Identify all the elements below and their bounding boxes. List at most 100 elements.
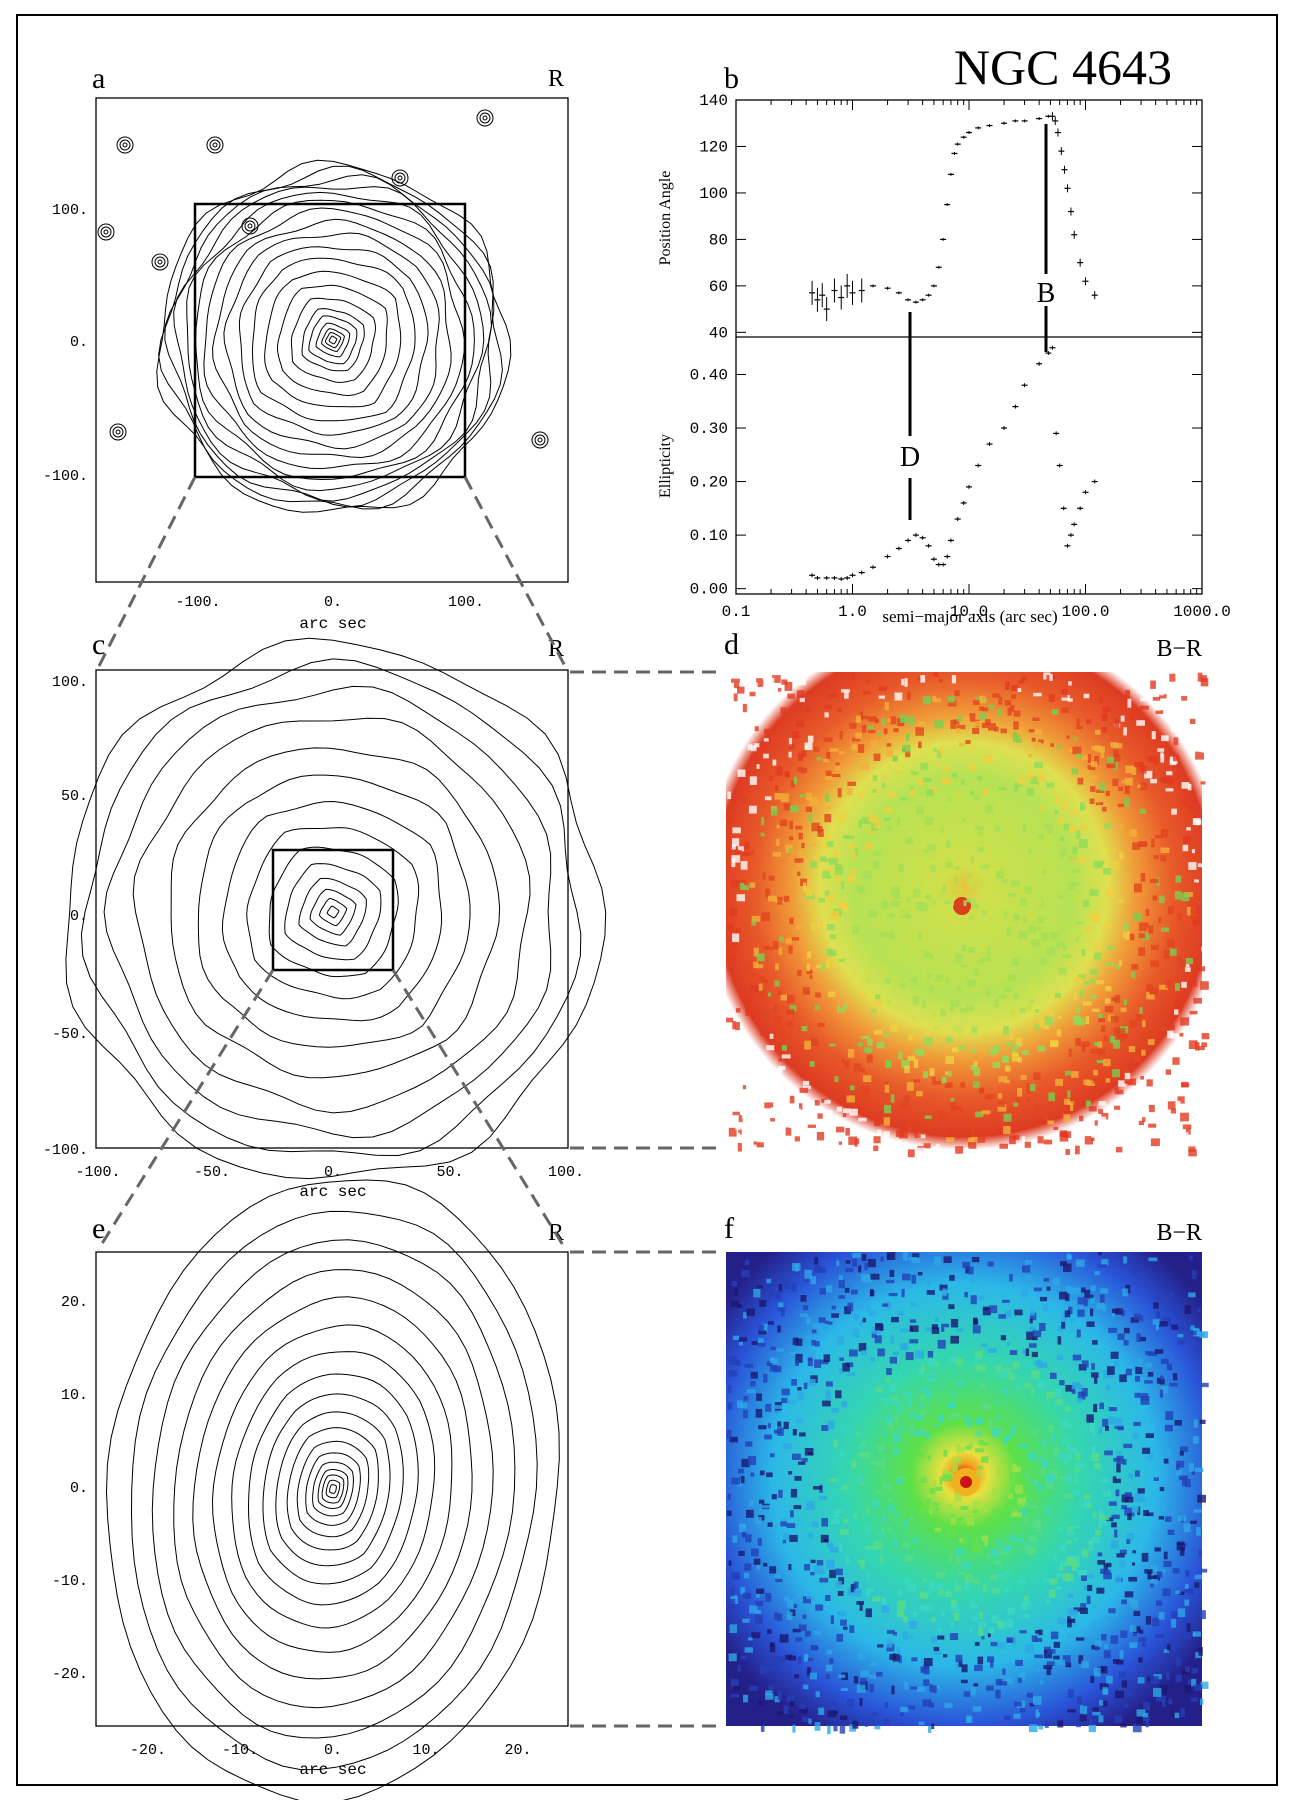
speckle <box>972 1537 978 1543</box>
speckle <box>1039 1323 1046 1332</box>
speckle <box>835 1568 843 1576</box>
speckle <box>813 1486 822 1490</box>
speckle <box>775 1578 783 1583</box>
speckle <box>973 1067 980 1077</box>
speckle <box>954 1493 962 1502</box>
speckle <box>844 1287 850 1293</box>
speckle <box>848 844 855 849</box>
speckle <box>738 1127 742 1135</box>
speckle <box>1029 1318 1033 1324</box>
speckle <box>781 1054 791 1059</box>
panel-e-contours <box>105 1179 560 1800</box>
speckle <box>1033 692 1042 697</box>
speckle <box>1124 1492 1132 1499</box>
speckle <box>889 845 898 853</box>
speckle <box>933 1361 939 1367</box>
speckle <box>758 1330 767 1335</box>
speckle <box>1062 954 1071 958</box>
speckle <box>826 833 831 839</box>
speckle <box>1139 1093 1145 1102</box>
speckle <box>1147 1571 1152 1580</box>
speckle <box>1185 958 1193 964</box>
speckle <box>1038 916 1044 924</box>
speckle <box>940 827 944 833</box>
speckle <box>850 1085 855 1091</box>
speckle <box>796 690 805 699</box>
speckle <box>1195 1467 1204 1472</box>
speckle <box>1049 1589 1056 1598</box>
speckle <box>1147 1371 1154 1377</box>
speckle <box>815 1604 824 1611</box>
speckle <box>872 1500 881 1508</box>
contoursA-contour <box>308 315 358 365</box>
speckle <box>801 1025 808 1032</box>
speckle <box>964 1147 969 1151</box>
speckle <box>967 979 976 987</box>
speckle <box>1105 998 1111 1004</box>
speckle <box>826 1559 835 1564</box>
speckle <box>999 1277 1003 1282</box>
speckle <box>1090 1675 1095 1684</box>
speckle <box>1076 718 1080 727</box>
speckle <box>1011 958 1020 966</box>
speckle <box>814 1264 822 1273</box>
speckle <box>853 1581 859 1589</box>
speckle <box>1159 694 1167 699</box>
speckle <box>891 1316 899 1323</box>
speckle <box>747 1145 754 1154</box>
speckle <box>998 1681 1008 1686</box>
speckle <box>1167 1644 1171 1651</box>
speckle <box>1046 1474 1056 1482</box>
speckle <box>907 1149 915 1158</box>
speckle <box>825 684 830 689</box>
speckle <box>874 1335 882 1344</box>
speckle <box>810 842 816 847</box>
speckle <box>811 822 820 832</box>
speckle <box>877 1348 885 1357</box>
speckle <box>827 1110 833 1119</box>
speckle <box>1164 1424 1173 1432</box>
speckle <box>1113 1659 1120 1664</box>
speckle <box>933 1479 937 1488</box>
speckle <box>797 679 807 686</box>
speckle <box>974 1364 983 1371</box>
speckle <box>897 1600 906 1610</box>
speckle <box>727 1402 733 1410</box>
speckle <box>825 1595 831 1601</box>
speckle <box>817 1113 823 1119</box>
speckle <box>942 766 950 772</box>
speckle <box>1184 1305 1191 1314</box>
speckle <box>837 1610 846 1617</box>
speckle <box>746 1389 756 1394</box>
speckle <box>959 1028 964 1034</box>
speckle <box>754 743 760 748</box>
speckle <box>1075 1145 1080 1155</box>
speckle <box>1121 779 1130 784</box>
speckle <box>1108 890 1115 898</box>
speckle <box>1036 1485 1043 1491</box>
speckle <box>1081 1360 1089 1368</box>
speckle <box>906 1705 916 1710</box>
speckle <box>1057 1106 1066 1111</box>
speckle <box>884 1702 888 1708</box>
speckle <box>1005 1677 1013 1685</box>
speckle <box>976 977 981 986</box>
speckle <box>874 1120 881 1127</box>
speckle <box>775 1656 782 1661</box>
speckle <box>1042 1304 1048 1312</box>
speckle <box>852 1259 858 1267</box>
speckle <box>786 1611 793 1620</box>
speckle <box>972 903 979 909</box>
speckle <box>856 1302 865 1310</box>
speckle <box>838 1279 845 1289</box>
speckle <box>789 1352 795 1355</box>
speckle <box>1093 952 1102 960</box>
speckle <box>1084 1289 1091 1299</box>
speckle <box>1132 1266 1137 1275</box>
speckle <box>965 1445 972 1450</box>
speckle <box>789 1005 797 1012</box>
speckle <box>890 900 900 907</box>
speckle <box>1004 1079 1010 1084</box>
speckle <box>789 805 799 813</box>
speckle <box>1012 1637 1017 1646</box>
